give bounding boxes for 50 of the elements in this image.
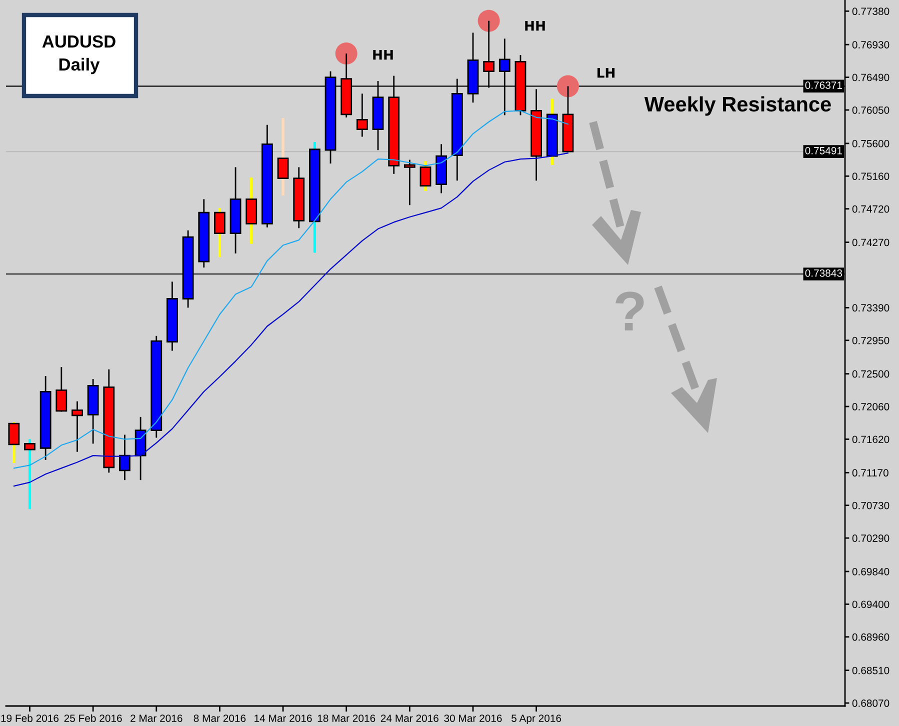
candlestick — [214, 207, 226, 258]
candlestick — [119, 434, 130, 481]
y-tick-label: 0.76050 — [852, 106, 890, 114]
y-tick-label: 0.75160 — [852, 172, 890, 180]
x-tick-label: 18 Mar 2016 — [318, 714, 376, 722]
x-tick-label: 2 Mar 2016 — [130, 714, 182, 722]
y-tick-label: 0.74720 — [852, 205, 890, 213]
y-tick-label: 0.77380 — [852, 8, 890, 16]
ref-line-label: 0.76371 — [805, 82, 842, 89]
x-tick-label: 8 Mar 2016 — [194, 714, 246, 722]
y-tick-label: 0.71620 — [852, 436, 890, 444]
point — [335, 42, 358, 64]
point — [478, 10, 500, 32]
candlestick — [72, 400, 83, 453]
y-tick-label: 0.70730 — [852, 502, 890, 510]
candlestick — [56, 366, 68, 412]
y-tick-label: 0.72950 — [852, 336, 890, 344]
x-tick-label: 25 Feb 2016 — [64, 714, 122, 722]
y-tick-label: 0.74270 — [852, 238, 890, 246]
x-tick-label: 14 Mar 2016 — [254, 714, 312, 722]
annotation: LH — [597, 68, 615, 78]
y-tick-label: 0.68960 — [852, 633, 890, 641]
annotation: HH — [373, 50, 393, 60]
annotation: ? — [616, 292, 644, 330]
y-tick-label: 0.69400 — [852, 600, 890, 608]
y-tick-label: 0.70290 — [852, 534, 890, 542]
text: AUDUSD — [42, 35, 116, 48]
y-tick-label: 0.73390 — [852, 304, 890, 312]
text: Daily — [59, 58, 100, 74]
y-tick-label: 0.76930 — [852, 41, 890, 48]
candlestick — [24, 438, 36, 510]
x-tick-label: 30 Mar 2016 — [444, 714, 502, 722]
y-tick-label: 0.68070 — [852, 700, 890, 707]
ref-line-label: 0.75491 — [805, 146, 842, 154]
annotation: Weekly Resistance — [644, 96, 831, 116]
x-tick-label: 19 Feb 2016 — [1, 714, 59, 722]
annotation: HH — [525, 21, 545, 31]
y-tick-label: 0.75600 — [852, 140, 890, 148]
y-tick-label: 0.71170 — [852, 469, 888, 477]
x-tick-label: 5 Apr 2016 — [512, 714, 562, 724]
x-tick-label: 24 Mar 2016 — [380, 714, 438, 722]
candlestick — [404, 159, 416, 206]
y-tick-label: 0.72060 — [852, 403, 890, 410]
point — [556, 75, 579, 98]
ref-line-label: 0.73843 — [805, 269, 842, 277]
y-tick-label: 0.72500 — [852, 370, 890, 378]
y-tick-label: 0.69840 — [852, 568, 890, 576]
y-tick-label: 0.76490 — [852, 74, 890, 82]
y-tick-label: 0.68510 — [852, 666, 890, 674]
candlestick — [356, 92, 368, 138]
